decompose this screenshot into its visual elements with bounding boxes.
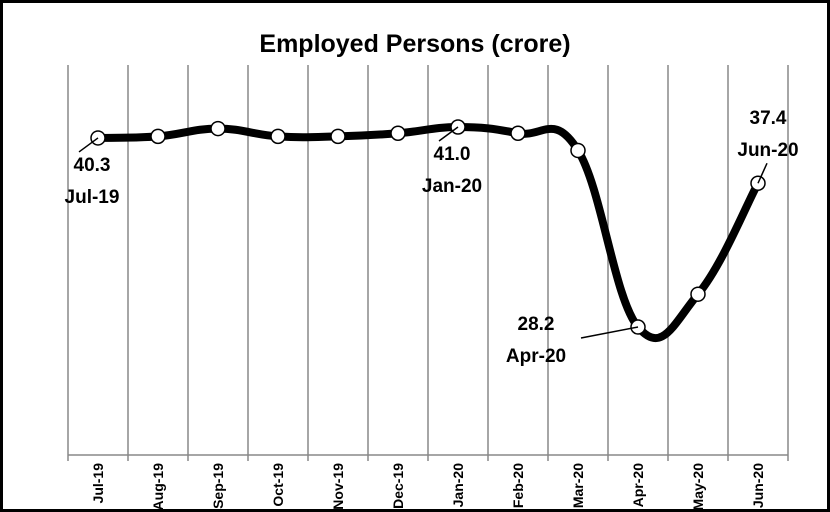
annotation-leader (757, 162, 768, 184)
data-label: 41.0 (434, 144, 471, 165)
x-tick-label: Mar-20 (570, 463, 586, 508)
x-tick-label: Feb-20 (510, 463, 526, 508)
data-point (510, 125, 526, 141)
x-tick-label: Nov-19 (330, 463, 346, 510)
data-point (390, 125, 406, 141)
chart-title: Employed Persons (crore) (259, 30, 570, 58)
x-tick-label: May-20 (690, 463, 706, 511)
data-point (150, 128, 166, 145)
data-point (690, 286, 706, 302)
x-tick-label: Oct-19 (270, 463, 286, 507)
data-label: 37.4 (750, 108, 787, 129)
annotation-leader (78, 137, 99, 153)
data-point (570, 142, 586, 159)
data-point (270, 128, 286, 145)
data-label-category: Jan-20 (422, 176, 482, 197)
data-label: 40.3 (74, 155, 111, 176)
x-tick-label: Dec-19 (390, 463, 406, 509)
annotation-leader (438, 126, 459, 142)
x-tick-label: Jul-19 (90, 463, 106, 504)
x-tick-label: Aug-19 (150, 463, 166, 511)
data-label-category: Jul-19 (65, 187, 120, 208)
x-tick-label: Jun-20 (750, 463, 766, 508)
data-label-category: Apr-20 (506, 346, 566, 367)
annotation-leader (580, 326, 639, 339)
x-tick-label: Jan-20 (450, 463, 466, 508)
data-point (330, 128, 346, 145)
x-tick-label: Sep-19 (210, 463, 226, 509)
data-point (210, 120, 226, 137)
x-tick-label: Apr-20 (630, 463, 646, 508)
data-label-category: Jun-20 (737, 140, 798, 161)
data-label: 28.2 (518, 314, 555, 335)
